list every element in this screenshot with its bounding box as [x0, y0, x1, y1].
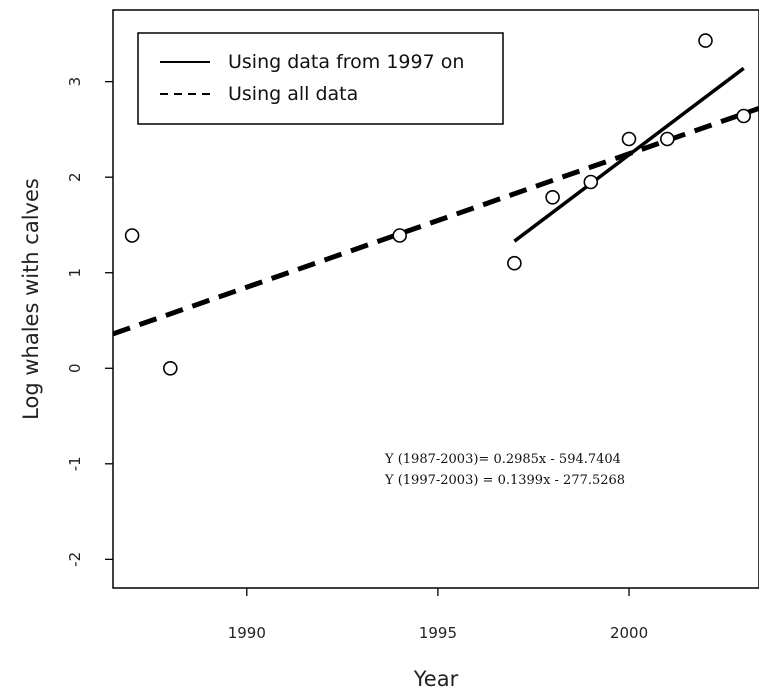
x-axis-title: Year: [413, 667, 459, 689]
data-point: [163, 360, 178, 376]
annotation-regression-1997: Y (1997-2003) = 0.1399x - 277.5268: [384, 473, 625, 488]
y-tick-label: -2: [66, 552, 84, 567]
data-point: [392, 228, 408, 243]
x-tick-label: 1995: [419, 624, 457, 642]
y-tick-label: 3: [66, 77, 84, 87]
data-point: [583, 174, 599, 190]
data-point: [545, 190, 560, 205]
y-tick-label: 2: [66, 172, 84, 182]
data-point: [124, 228, 140, 243]
x-tick-label: 1990: [228, 624, 266, 642]
data-point: [698, 33, 713, 48]
y-tick-label: 1: [66, 268, 84, 278]
legend-label-dashed: Using all data: [228, 83, 358, 105]
data-point: [507, 255, 522, 271]
legend-label-solid: Using data from 1997 on: [228, 51, 464, 73]
legend-box: [137, 32, 504, 125]
data-point: [621, 131, 637, 147]
legend: Using data from 1997 on Using all data: [137, 32, 504, 125]
plot-frame: [112, 9, 759, 589]
x-tick-label: 2000: [610, 624, 648, 642]
data-point: [736, 108, 752, 124]
data-point: [659, 131, 675, 147]
y-tick-label: 0: [66, 363, 84, 373]
trend-line-dashed: [113, 106, 759, 337]
annotation-regression-all: Y (1987-2003)= 0.2985x - 594.7404: [384, 452, 621, 467]
y-axis-title: Log whales with calves: [19, 178, 43, 420]
y-tick-label: -1: [66, 456, 84, 471]
